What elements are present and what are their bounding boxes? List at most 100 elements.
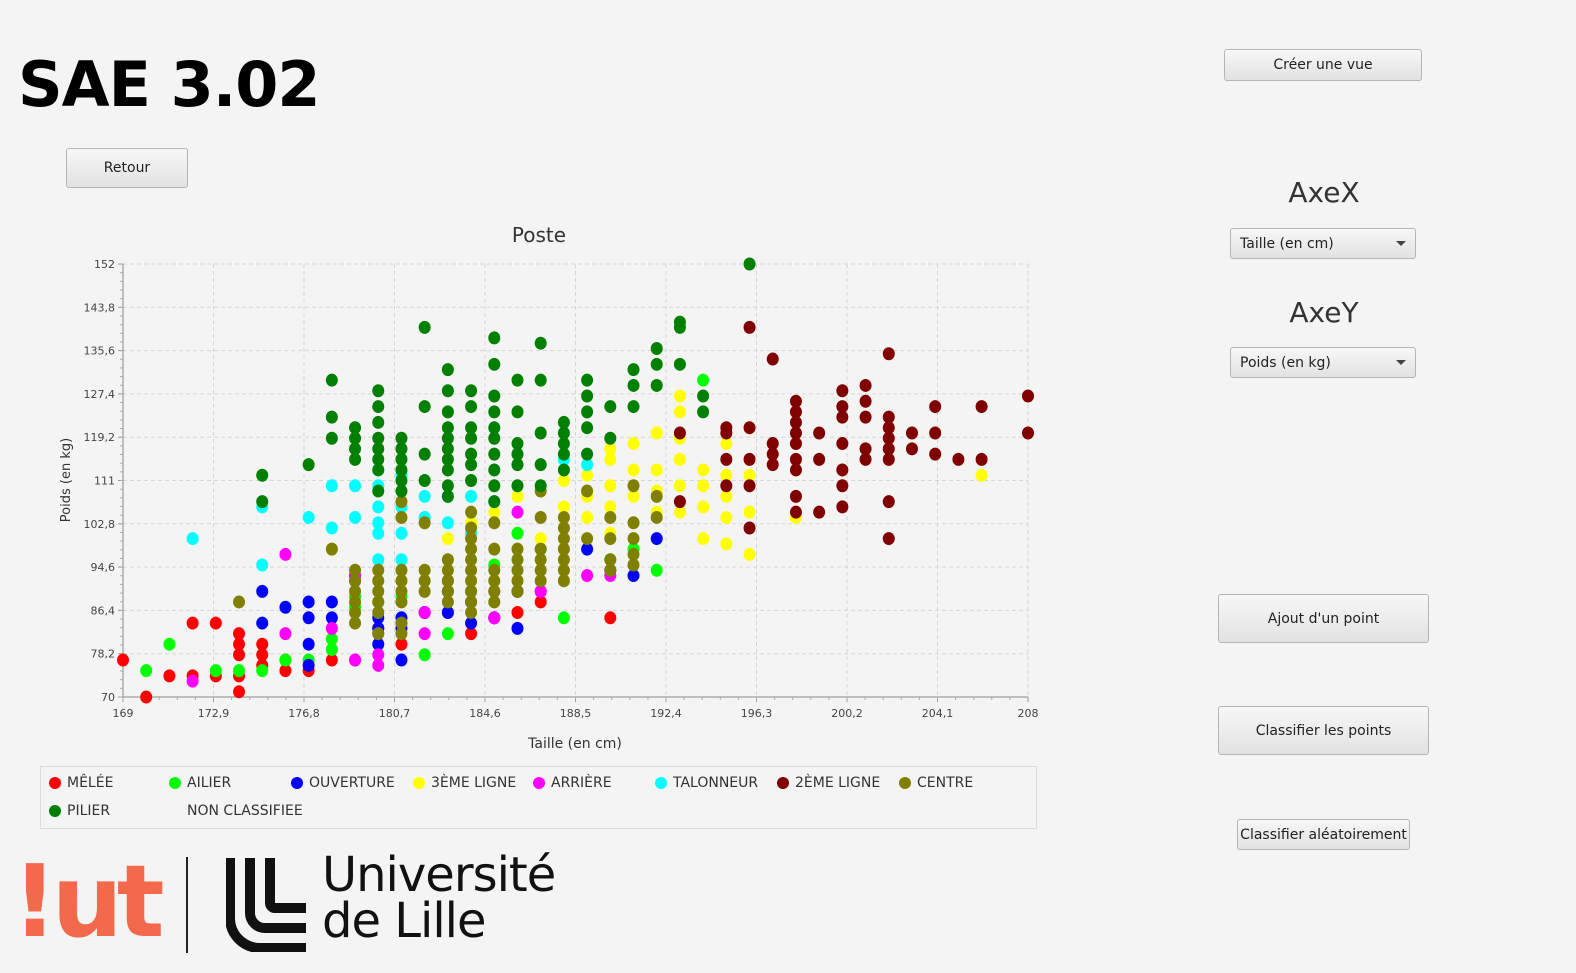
y-axis-select[interactable]: Poids (en kg) xyxy=(1230,347,1416,378)
chart-legend: MÊLÉE AILIER OUVERTURE 3ÈME LIGNE ARRIÈRE TAL… xyxy=(40,766,1037,829)
chevron-down-icon xyxy=(1396,241,1406,246)
data-point xyxy=(441,363,454,377)
legend-item: CENTRE xyxy=(899,775,973,791)
data-point xyxy=(720,468,733,482)
data-point xyxy=(720,421,733,435)
data-point xyxy=(905,442,918,456)
data-point xyxy=(836,400,849,414)
data-point xyxy=(279,627,292,641)
add-point-button[interactable]: Ajout d'un point xyxy=(1218,594,1429,643)
data-point xyxy=(650,463,663,477)
data-point xyxy=(465,458,478,472)
data-point xyxy=(697,405,710,419)
data-point xyxy=(557,542,570,556)
data-point xyxy=(557,563,570,577)
x-axis-select[interactable]: Taille (en cm) xyxy=(1230,228,1416,259)
legend-marker xyxy=(899,777,911,789)
data-point xyxy=(441,627,454,641)
data-point xyxy=(372,595,385,609)
data-point xyxy=(256,468,269,482)
data-point xyxy=(233,595,246,609)
data-point xyxy=(534,574,547,588)
legend-label: PILIER xyxy=(67,803,111,819)
y-tick-label: 102,8 xyxy=(84,518,116,531)
data-point xyxy=(697,463,710,477)
data-point xyxy=(720,510,733,524)
data-point xyxy=(627,516,640,530)
legend-marker xyxy=(777,777,789,789)
data-point xyxy=(233,637,246,651)
data-point xyxy=(488,389,501,403)
data-point xyxy=(650,510,663,524)
legend-label: CENTRE xyxy=(917,775,974,791)
create-view-button[interactable]: Créer une vue xyxy=(1224,49,1422,81)
data-point xyxy=(372,553,385,567)
data-point xyxy=(952,452,965,466)
data-point xyxy=(766,352,779,366)
data-point xyxy=(789,463,802,477)
data-point xyxy=(836,384,849,398)
data-point xyxy=(511,563,524,577)
data-point xyxy=(372,574,385,588)
back-button[interactable]: Retour xyxy=(66,148,188,188)
data-point xyxy=(627,489,640,503)
classify-points-button[interactable]: Classifier les points xyxy=(1218,706,1429,755)
data-point xyxy=(743,421,756,435)
data-point xyxy=(325,595,338,609)
data-point xyxy=(465,574,478,588)
legend-item: ARRIÈRE xyxy=(533,775,612,791)
data-point xyxy=(117,653,129,667)
data-point xyxy=(395,584,408,598)
data-point xyxy=(697,389,710,403)
data-point xyxy=(233,627,246,641)
data-point xyxy=(557,447,570,461)
data-point xyxy=(882,431,895,445)
data-point xyxy=(372,484,385,498)
data-point xyxy=(465,400,478,414)
data-point xyxy=(488,405,501,419)
data-point xyxy=(882,442,895,456)
data-point xyxy=(627,479,640,493)
data-point xyxy=(372,431,385,445)
legend-marker xyxy=(49,777,61,789)
data-point xyxy=(465,421,478,435)
x-axis-select-value: Taille (en cm) xyxy=(1240,235,1334,252)
data-point xyxy=(511,458,524,472)
data-point xyxy=(349,595,362,609)
data-point xyxy=(581,484,594,498)
data-point xyxy=(465,489,478,503)
data-point xyxy=(743,521,756,535)
data-point xyxy=(673,315,686,329)
y-tick-label: 135,6 xyxy=(84,345,116,358)
data-point xyxy=(349,584,362,598)
legend-marker xyxy=(169,805,181,817)
data-point xyxy=(534,532,547,546)
university-name-logo: Université de Lille xyxy=(322,851,556,945)
data-point xyxy=(325,542,338,556)
data-point xyxy=(488,563,501,577)
data-point xyxy=(372,526,385,540)
data-point xyxy=(511,373,524,387)
data-point xyxy=(534,563,547,577)
data-point xyxy=(511,447,524,461)
data-point xyxy=(395,627,408,641)
data-point xyxy=(465,606,478,620)
chart-title: Poste xyxy=(512,223,566,247)
data-point xyxy=(325,431,338,445)
legend-label: ARRIÈRE xyxy=(551,775,612,791)
y-tick-label: 70 xyxy=(101,691,115,704)
x-tick-label: 180,7 xyxy=(379,707,411,720)
data-point xyxy=(349,616,362,630)
y-tick-label: 111 xyxy=(94,475,115,488)
data-point xyxy=(325,373,338,387)
data-point xyxy=(557,500,570,514)
data-point xyxy=(882,532,895,546)
data-point xyxy=(627,532,640,546)
data-point xyxy=(511,437,524,451)
data-point xyxy=(882,347,895,361)
classify-random-button[interactable]: Classifier aléatoirement xyxy=(1237,819,1410,850)
data-point xyxy=(882,410,895,424)
data-point xyxy=(511,553,524,567)
data-point xyxy=(325,642,338,656)
data-point xyxy=(581,468,594,482)
